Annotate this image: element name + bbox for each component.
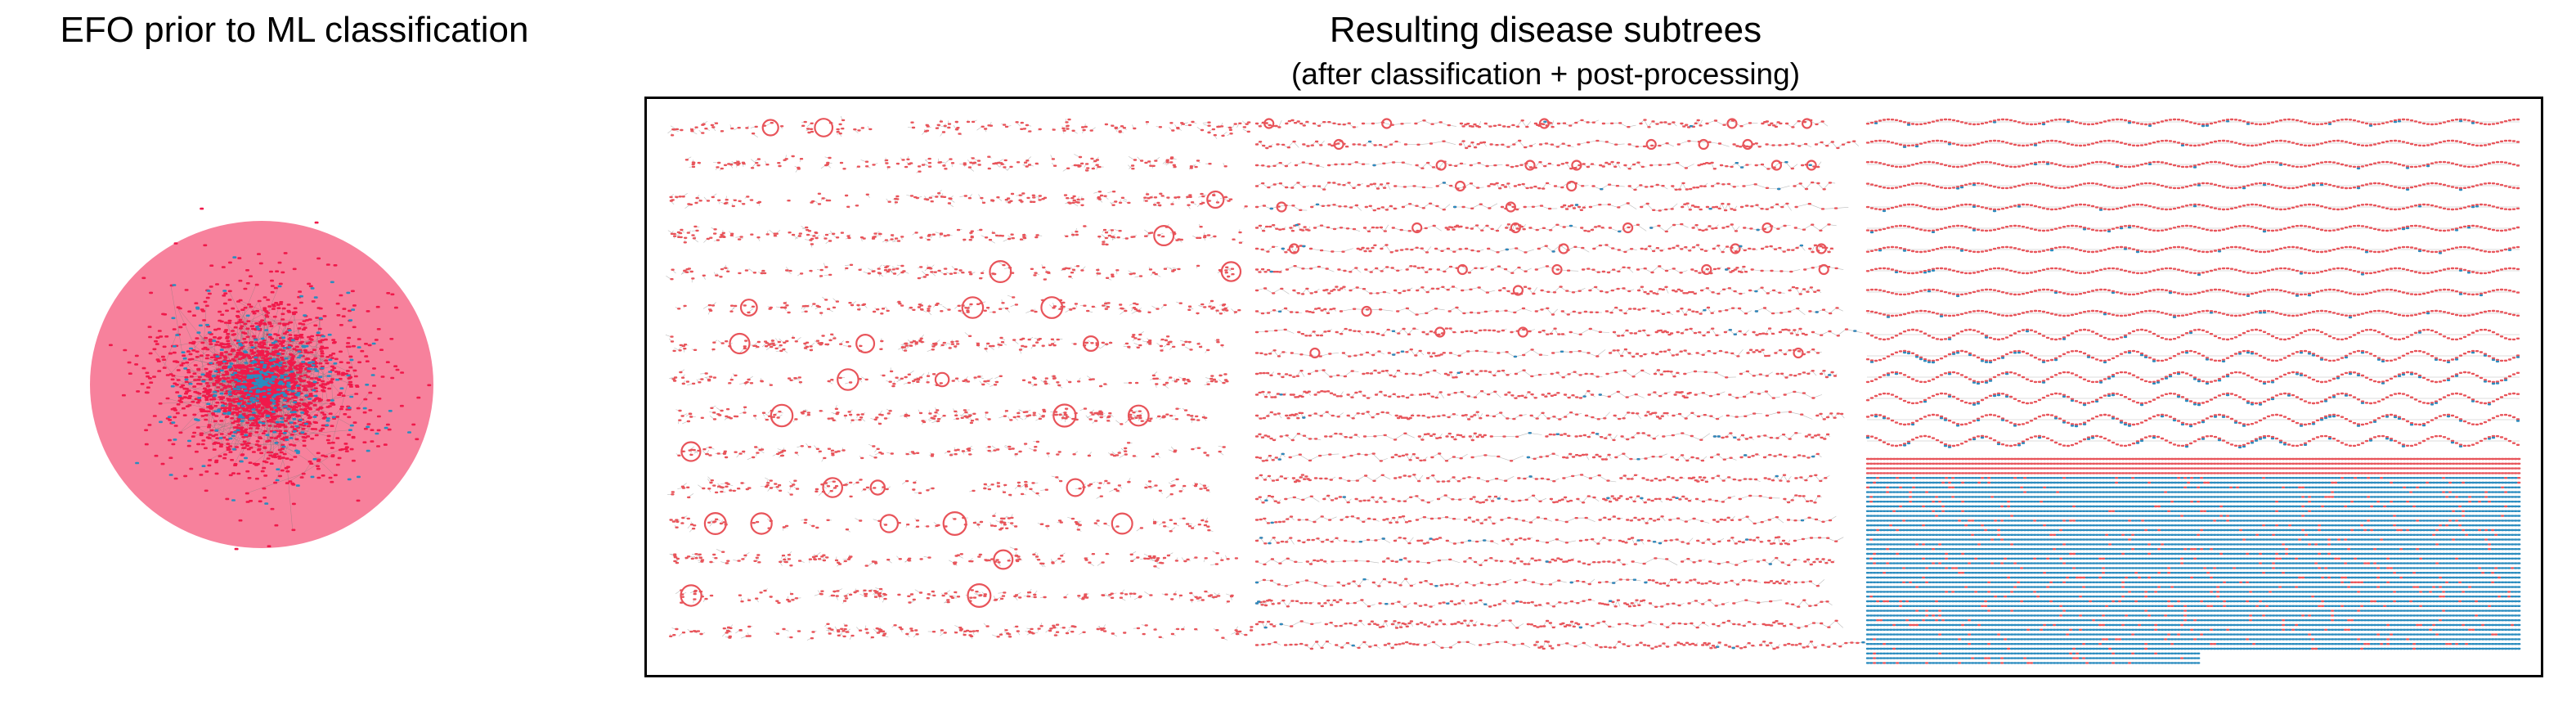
disease-subtrees-graph [665,115,2521,664]
hairball-other-nodes [135,256,411,505]
subtrees-frame [644,97,2543,677]
hairball-graph [90,207,433,551]
subtree-disease-nodes [669,118,2521,664]
right-panel-title: Resulting disease subtrees [1329,10,1762,50]
right-panel-subtitle: (after classification + post-processing) [1290,57,1801,91]
subtree-other-nodes [1254,119,2521,664]
efo-hairball-network [16,123,540,663]
left-panel-title: EFO prior to ML classification [60,10,529,50]
subtree-ring-clusters [680,118,1829,608]
